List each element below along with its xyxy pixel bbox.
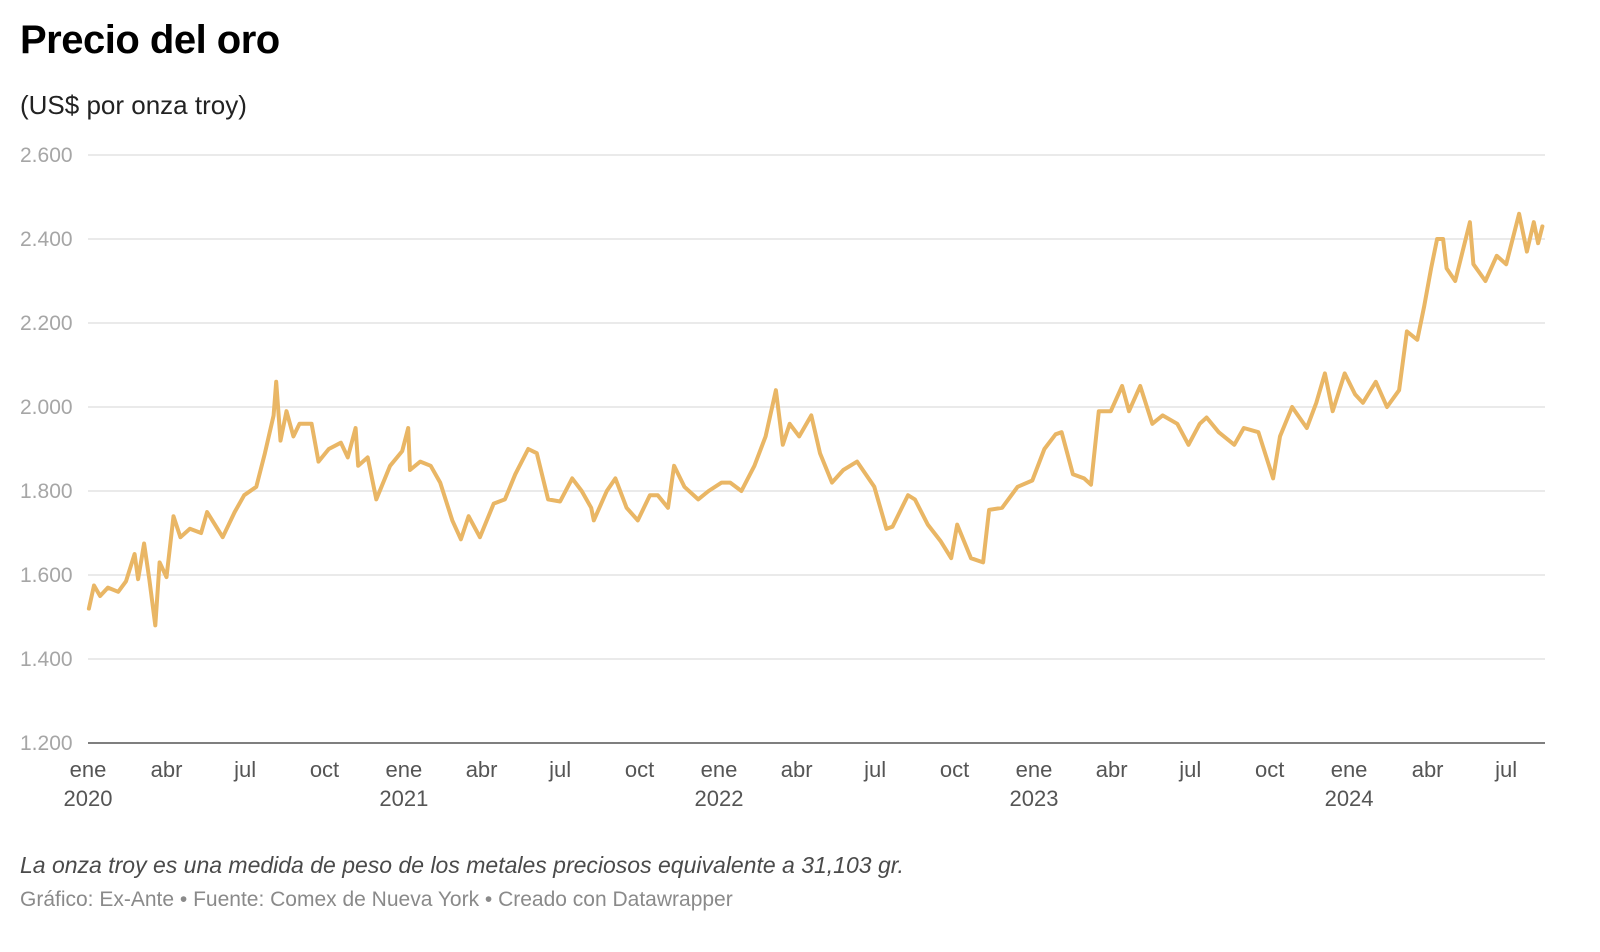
chart-title: Precio del oro	[20, 18, 280, 62]
chart-credits: Gráfico: Ex-Ante • Fuente: Comex de Nuev…	[20, 888, 733, 911]
y-axis: 1.200 1.400 1.600 1.800 2.000 2.200 2.400 2.600	[20, 144, 73, 755]
y-tick-label: 1.400	[20, 648, 73, 671]
series-line	[86, 211, 1545, 628]
x-tick-year-label: 2021	[379, 786, 428, 811]
y-tick-label: 2.000	[20, 396, 73, 419]
y-tick-label: 2.400	[20, 228, 73, 251]
chart-note: La onza troy es una medida de peso de lo…	[20, 852, 904, 878]
y-tick-label: 1.600	[20, 564, 73, 587]
x-tick-label: ene	[386, 757, 423, 782]
x-tick-label: abr	[781, 757, 813, 782]
y-tick-label: 1.800	[20, 480, 73, 503]
x-tick-year-label: 2022	[694, 786, 743, 811]
x-tick-label: oct	[310, 757, 339, 782]
x-tick-label: ene	[70, 757, 107, 782]
x-tick-label: abr	[151, 757, 183, 782]
x-tick-year-label: 2024	[1325, 786, 1374, 811]
y-tick-label: 2.600	[20, 144, 73, 167]
x-tick-year-label: 2020	[64, 786, 113, 811]
x-tick-label: jul	[1494, 757, 1517, 782]
grid-layer	[88, 154, 1545, 744]
x-tick-year-label: 2023	[1010, 786, 1059, 811]
x-tick-label: oct	[940, 757, 969, 782]
x-tick-label: ene	[1016, 757, 1053, 782]
x-tick-label: abr	[1412, 757, 1444, 782]
y-tick-label: 2.200	[20, 312, 73, 335]
x-tick-label: jul	[548, 757, 571, 782]
x-tick-label: oct	[1255, 757, 1284, 782]
y-tick-label: 1.200	[20, 732, 73, 755]
series-layer	[86, 211, 1545, 628]
x-tick-label: abr	[466, 757, 498, 782]
x-tick-label: jul	[863, 757, 886, 782]
x-tick-label: jul	[233, 757, 256, 782]
chart-subtitle: (US$ por onza troy)	[20, 90, 247, 120]
x-tick-label: jul	[1178, 757, 1201, 782]
x-tick-label: ene	[1331, 757, 1368, 782]
x-tick-label: ene	[701, 757, 738, 782]
x-tick-label: oct	[625, 757, 654, 782]
x-tick-label: abr	[1096, 757, 1128, 782]
x-axis: ene 2020 abr jul oct ene 2021 abr jul oct ene 2022 a…	[64, 757, 1518, 811]
